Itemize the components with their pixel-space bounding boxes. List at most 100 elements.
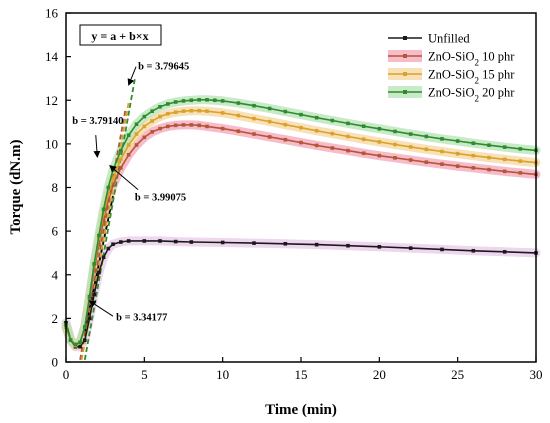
series-point — [424, 160, 429, 164]
series-point — [158, 126, 162, 131]
series-point — [518, 147, 523, 151]
y-tick-label: 0 — [52, 355, 59, 370]
series-point — [471, 141, 476, 146]
series-point — [111, 176, 115, 181]
series-point — [189, 240, 194, 244]
series-point — [518, 159, 523, 163]
series-point — [205, 98, 209, 102]
series-point — [299, 140, 303, 145]
series-point — [158, 104, 162, 109]
series-point — [197, 98, 201, 102]
series-point — [502, 250, 507, 254]
x-tick-label: 15 — [295, 367, 308, 382]
y-tick-label: 16 — [45, 6, 59, 21]
series-point — [299, 112, 303, 117]
series-point — [87, 316, 92, 321]
series-point — [83, 338, 87, 342]
series-point — [236, 101, 241, 105]
series-point — [236, 113, 241, 118]
series-point — [134, 132, 139, 136]
annotation-arrow — [127, 66, 137, 86]
series-point — [181, 123, 186, 127]
series-point — [126, 133, 131, 137]
series-point — [97, 242, 101, 247]
series-point — [440, 162, 444, 166]
y-axis-title: Torque (dN.m) — [8, 139, 24, 234]
x-tick-label: 30 — [530, 367, 543, 382]
data-series — [64, 98, 538, 349]
y-tick-label: 2 — [52, 311, 59, 326]
series-point — [78, 344, 82, 349]
series-point — [502, 169, 507, 174]
legend-marker — [403, 90, 407, 94]
series-point — [150, 109, 154, 113]
series-point — [408, 158, 413, 162]
series-point — [119, 240, 123, 244]
series-point — [487, 143, 491, 147]
series-point — [101, 218, 106, 223]
series-point — [393, 129, 397, 134]
series-point — [173, 100, 178, 104]
x-axis-title: Time (min) — [265, 402, 337, 418]
series-point — [205, 109, 209, 113]
series-point — [142, 114, 147, 119]
series-point — [471, 166, 476, 170]
series-point — [440, 247, 444, 252]
series-point — [377, 127, 382, 131]
fit-line — [79, 108, 127, 360]
series-point — [213, 98, 217, 103]
series-point — [455, 151, 460, 156]
series-point — [408, 132, 413, 136]
series-point — [361, 151, 366, 156]
legend-marker — [403, 36, 407, 40]
equation-box: y = a + b×x — [79, 24, 162, 46]
series-point — [393, 142, 397, 147]
x-tick-label: 10 — [216, 367, 229, 382]
series-point — [252, 103, 256, 108]
legend-marker — [403, 54, 407, 58]
series-point — [142, 124, 147, 129]
series-point — [361, 137, 366, 142]
series-point — [283, 109, 288, 114]
annotation-arrow — [109, 165, 139, 191]
series-point — [330, 146, 335, 150]
series-point — [455, 164, 460, 168]
series-point — [134, 122, 139, 127]
series-point — [377, 245, 382, 249]
series-point — [440, 149, 444, 154]
annotation-arrow — [93, 135, 101, 158]
series-band — [61, 236, 541, 352]
series-point — [440, 137, 444, 141]
series-point — [471, 153, 476, 158]
series-point — [101, 207, 106, 212]
series-point — [220, 99, 225, 103]
series-point — [424, 147, 429, 152]
legend-label: ZnO-SiO2 10 phr — [428, 50, 515, 68]
series-point — [236, 129, 241, 134]
series-bands — [61, 95, 541, 352]
series-point — [314, 143, 319, 148]
series-point — [252, 132, 256, 136]
series-point — [181, 109, 186, 113]
slope-label: b = 3.79645 — [138, 62, 189, 73]
series-point — [158, 239, 162, 243]
series-point — [346, 243, 350, 248]
series-point — [283, 122, 288, 127]
series-point — [83, 325, 87, 329]
series-point — [181, 99, 186, 103]
series-point — [408, 145, 413, 149]
series-point — [267, 135, 272, 139]
y-tick-label: 14 — [45, 49, 59, 64]
series-point — [455, 139, 460, 143]
series-point — [106, 246, 111, 251]
series-point — [361, 124, 366, 129]
series-point — [502, 145, 507, 149]
y-tick-label: 4 — [52, 267, 59, 282]
series-point — [166, 124, 170, 129]
slope-label: b = 3.34177 — [116, 313, 167, 324]
series-point — [252, 241, 256, 245]
series-point — [283, 241, 288, 246]
series-point — [166, 102, 170, 106]
series-point — [408, 246, 413, 250]
